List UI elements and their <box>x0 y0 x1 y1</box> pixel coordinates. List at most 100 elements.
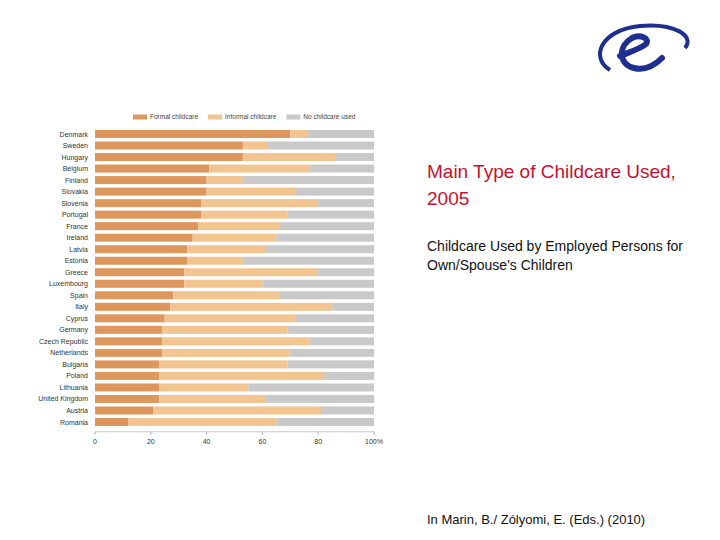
category-label: Hungary <box>62 154 89 162</box>
category-label: Portugal <box>62 211 89 219</box>
category-label: Poland <box>66 372 88 379</box>
category-label: Netherlands <box>50 349 88 356</box>
bar-segment <box>243 153 335 161</box>
bar-segment <box>128 418 276 426</box>
category-label: Bulgaria <box>62 361 88 369</box>
legend-swatch <box>133 115 147 120</box>
x-tick-label: 60 <box>259 438 267 445</box>
bar-segment <box>279 291 374 299</box>
bar-segment <box>95 303 170 311</box>
bar-segment <box>265 245 374 253</box>
title: Main Type of Childcare Used, 2005 <box>427 158 682 212</box>
bar-segment <box>95 257 187 265</box>
legend-swatch <box>208 115 222 120</box>
bar-segment <box>209 165 309 173</box>
bar-segment <box>268 142 374 150</box>
bar-segment <box>184 280 262 288</box>
bars <box>95 130 374 426</box>
bar-segment <box>95 222 198 230</box>
category-label: Czech Republic <box>39 338 89 346</box>
bar-segment <box>318 199 374 207</box>
logo <box>590 18 700 88</box>
x-axis-line <box>95 431 374 432</box>
category-label: Estonia <box>65 257 88 264</box>
category-label: Slovenia <box>61 200 88 207</box>
category-label: Finland <box>65 177 88 184</box>
bar-segment <box>310 337 374 345</box>
bar-segment <box>207 176 243 184</box>
category-label: Spain <box>70 292 88 300</box>
legend-label: Informal childcare <box>225 113 277 120</box>
bar-segment <box>159 395 265 403</box>
bar-segment <box>198 222 279 230</box>
bar-segment <box>201 199 318 207</box>
bar-segment <box>95 326 162 334</box>
subtitle: Childcare Used by Employed Persons for O… <box>427 237 689 275</box>
category-label: Italy <box>75 303 88 311</box>
bar-segment <box>95 418 128 426</box>
category-label: Sweden <box>63 142 88 149</box>
bar-segment <box>290 349 374 357</box>
bar-segment <box>95 245 187 253</box>
bar-segment <box>95 176 207 184</box>
bar-segment <box>159 360 287 368</box>
bar-segment <box>95 360 159 368</box>
bar-segment <box>262 280 374 288</box>
category-label: Slovakia <box>62 188 89 195</box>
bar-segment <box>193 234 277 242</box>
bar-segment <box>95 349 162 357</box>
bar-segment <box>310 165 374 173</box>
x-tick <box>262 432 263 435</box>
x-tick-label: 80 <box>314 438 322 445</box>
logo-arc <box>600 26 688 70</box>
bar-segment <box>95 314 165 322</box>
chart: Denmark Sweden Hungary Belgium Finland Slovak… <box>0 0 720 540</box>
logo-e <box>620 36 662 68</box>
bar-segment <box>95 211 201 219</box>
category-label: Denmark <box>60 131 89 138</box>
bar-segment <box>201 211 287 219</box>
bar-segment <box>288 326 374 334</box>
bar-segment <box>332 303 374 311</box>
x-tick-label: 0 <box>93 438 97 445</box>
x-tick-label: 40 <box>203 438 211 445</box>
bar-segment <box>279 222 374 230</box>
x-tick <box>206 432 207 435</box>
bar-segment <box>159 383 248 391</box>
bar-segment <box>95 188 207 196</box>
bar-segment <box>95 234 193 242</box>
category-label: Greece <box>65 269 88 276</box>
bar-segment <box>95 199 201 207</box>
x-tick <box>95 432 96 435</box>
bar-segment <box>243 257 374 265</box>
source: In Marin, B./ Zólyomi, E. (Eds.) (2010) <box>427 512 645 527</box>
bar-segment <box>162 326 288 334</box>
bar-segment <box>187 257 243 265</box>
x-tick-label: 20 <box>147 438 155 445</box>
bar-segment <box>288 211 374 219</box>
bar-segment <box>265 395 374 403</box>
category-label: France <box>66 223 88 230</box>
bar-segment <box>324 372 374 380</box>
bar-segment <box>159 372 324 380</box>
category-label: Romania <box>60 419 88 426</box>
bar-segment <box>95 406 154 414</box>
bar-segment <box>95 372 159 380</box>
bar-segment <box>335 153 374 161</box>
x-tick-label: 100% <box>365 438 383 445</box>
category-label: Belgium <box>63 165 88 173</box>
bar-segment <box>95 395 159 403</box>
bar-segment <box>243 176 374 184</box>
legend-label: No childcare used <box>303 113 355 120</box>
category-label: Austria <box>66 407 88 414</box>
legend-label: Formal childcare <box>150 113 198 120</box>
bar-segment <box>95 337 162 345</box>
bar-segment <box>162 349 290 357</box>
category-label: Germany <box>59 326 88 334</box>
bar-segment <box>288 360 374 368</box>
bar-segment <box>276 418 374 426</box>
bar-segment <box>187 245 265 253</box>
category-label: Luxembourg <box>49 280 88 288</box>
bar-segment <box>276 234 374 242</box>
bar-segment <box>95 153 243 161</box>
